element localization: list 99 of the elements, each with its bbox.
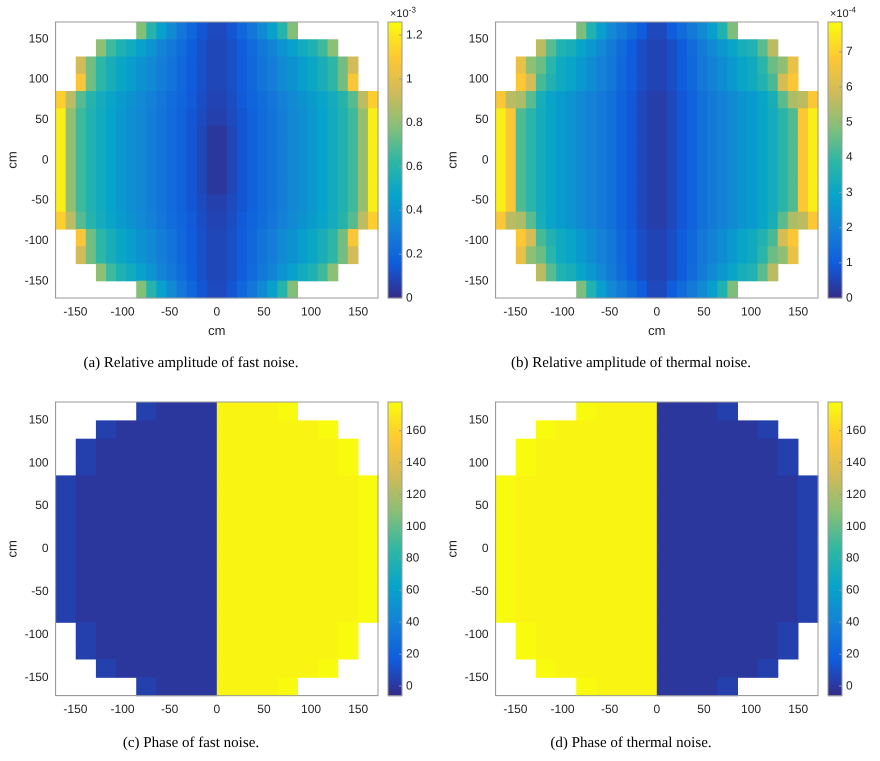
x-tick-label: 150 [788,304,809,319]
color-bar-label: 60 [846,582,860,597]
color-bar-label: 20 [406,646,420,660]
x-tick-label: 100 [741,702,762,716]
x-tick-label: -50 [161,304,179,319]
x-tick-label: -100 [550,702,575,716]
color-bar-label: 6 [846,79,853,94]
y-tick-label: -100 [24,626,49,641]
x-tick-label: -150 [503,702,528,716]
y-axis-title: cm [444,151,460,169]
x-tick-label: -150 [503,304,528,319]
x-tick-label: -100 [110,304,135,319]
y-axis-title: cm [4,151,20,169]
color-bar-label: 4 [846,150,853,164]
y-tick-label: -100 [464,233,489,248]
color-bar-label: 0.8 [406,115,424,130]
y-tick-label: 100 [28,72,49,86]
y-tick-label: 0 [42,541,49,556]
color-bar-label: 160 [846,423,866,438]
color-bar-label: 7 [846,44,853,58]
x-tick-label: 0 [213,702,220,716]
color-bar-label: 140 [846,454,866,469]
x-tick-label: -150 [63,702,88,716]
text: (c) Phase of fast noise. [122,734,260,751]
color-bar-label: 1 [406,71,413,86]
y-tick-label: 150 [28,412,49,426]
x-tick-label: 50 [697,702,711,716]
y-tick-label: -50 [471,584,489,598]
color-bar-label: 60 [406,582,420,597]
color-bar-label: 80 [846,550,860,565]
y-tick-label: 150 [468,412,489,426]
color-bar-label: 120 [846,486,866,501]
color-bar-label: 140 [406,454,426,469]
x-tick-label: 0 [653,304,660,319]
color-bar-label: 100 [846,518,866,533]
x-tick-label: 0 [213,304,220,319]
x-tick-label: 100 [741,304,762,319]
text: (b) Relative amplitude of thermal noise. [511,354,751,371]
color-bar-label: 0.6 [406,158,424,173]
y-tick-label: -150 [464,670,489,684]
color-bar-label: 0 [406,290,413,304]
x-tick-label: -50 [601,702,619,716]
x-tick-label: 0 [653,702,660,716]
y-tick-label: -150 [464,273,489,288]
x-tick-label: 50 [257,304,271,319]
x-tick-label: 150 [348,304,369,319]
color-bar-label: 20 [846,646,860,660]
color-bar-label: 5 [846,114,853,129]
x-tick-label: -100 [110,702,135,716]
color-bar-label: 40 [406,614,420,629]
y-tick-label: -50 [31,192,49,207]
color-bar-label: 120 [406,486,426,501]
color-bar-label: 80 [406,550,420,565]
y-tick-label: -50 [471,192,489,207]
x-tick-label: 100 [301,304,322,319]
color-bar-label: 1.2 [406,27,424,42]
x-tick-label: -50 [601,304,619,319]
x-tick-label: -150 [63,304,88,319]
x-axis-title: cm [648,322,666,338]
color-bar-label: 100 [406,518,426,533]
y-tick-label: -150 [24,670,49,684]
y-tick-label: -100 [464,626,489,641]
y-tick-label: 50 [475,498,489,512]
x-tick-label: 50 [257,702,271,716]
y-tick-label: 0 [482,541,489,556]
y-tick-label: 0 [42,152,49,166]
color-bar-label: 0.2 [406,246,424,261]
color-bar-label: 0 [846,678,853,692]
y-axis-title: cm [444,540,460,558]
x-tick-label: 150 [348,702,369,716]
color-bar-label: 0.4 [406,202,424,217]
y-tick-label: 150 [468,31,489,46]
color-bar-label: 0 [406,678,413,692]
x-tick-label: 150 [788,702,809,716]
color-bar-label: 1 [846,255,853,270]
y-tick-label: 100 [468,72,489,86]
color-bar-label: 40 [846,614,860,629]
y-tick-label: -100 [24,233,49,248]
y-tick-label: 150 [28,31,49,46]
x-tick-label: 50 [697,304,711,319]
x-axis-title: cm [208,322,226,338]
y-tick-label: 100 [28,455,49,470]
text: (d) Phase of thermal noise. [550,734,712,751]
y-tick-label: 50 [475,112,489,126]
color-bar-label: 2 [846,220,853,234]
x-tick-label: -50 [161,702,179,716]
y-tick-label: 50 [35,112,49,126]
color-bar-label: 3 [846,184,853,199]
y-tick-label: -50 [31,584,49,598]
x-tick-label: 100 [301,702,322,716]
x-tick-label: -100 [550,304,575,319]
y-tick-label: 50 [35,498,49,512]
color-bar-label: 0 [846,290,853,304]
y-tick-label: 100 [468,455,489,470]
text: (a) Relative amplitude of fast noise. [84,354,298,371]
y-axis-title: cm [4,540,20,558]
color-bar-label: 160 [406,423,426,438]
y-tick-label: 0 [482,152,489,166]
y-tick-label: -150 [24,273,49,288]
